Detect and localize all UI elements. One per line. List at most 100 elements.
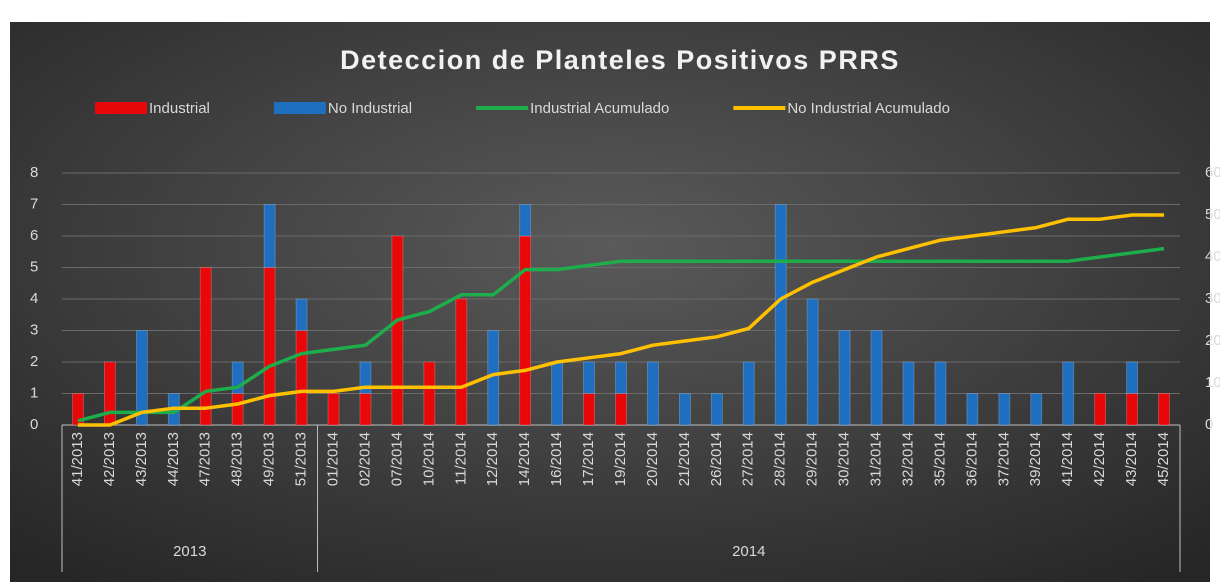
bar — [295, 330, 308, 426]
bar — [104, 361, 116, 426]
x-tick-label: 43/2014 — [1123, 432, 1140, 486]
y-tick-label: 3 — [30, 321, 38, 338]
bar — [135, 330, 148, 426]
x-tick-label: 31/2014 — [868, 432, 885, 486]
x-tick-label: 29/2014 — [804, 432, 821, 486]
y-tick-label: 2 — [30, 353, 38, 370]
y2-tick-label: 0 — [1205, 416, 1213, 433]
bar — [391, 235, 404, 426]
x-tick-label: 19/2014 — [612, 432, 629, 486]
x-tick-label: 14/2014 — [516, 432, 533, 486]
bar — [455, 298, 468, 426]
y-tick-label: 1 — [30, 384, 38, 401]
bar — [327, 393, 340, 426]
bar — [934, 361, 947, 426]
y2-tick-label: 60 — [1205, 164, 1220, 181]
bar — [615, 361, 627, 394]
legend-swatch — [95, 102, 147, 114]
x-tick-label: 48/2013 — [229, 432, 246, 486]
bar — [583, 361, 595, 394]
x-tick-label: 17/2014 — [580, 432, 597, 486]
x-tick-label: 39/2014 — [1027, 432, 1044, 486]
x-tick-label: 26/2014 — [708, 432, 725, 486]
y-tick-label: 6 — [30, 227, 38, 244]
bar — [870, 330, 883, 426]
x-tick-label: 28/2014 — [772, 432, 789, 486]
y-tick-label: 8 — [30, 164, 38, 181]
y-tick-label: 4 — [30, 290, 38, 307]
x-tick-label: 41/2013 — [69, 432, 86, 486]
bar — [678, 393, 691, 426]
legend-label: No Industrial Acumulado — [787, 100, 950, 117]
bar — [806, 298, 819, 426]
y2-tick-label: 10 — [1205, 374, 1220, 391]
x-tick-label: 42/2014 — [1091, 432, 1108, 486]
bar — [263, 267, 276, 426]
group-label: 2014 — [732, 543, 765, 560]
bar — [966, 393, 979, 426]
line-series — [77, 246, 1165, 423]
x-tick-label: 49/2013 — [261, 432, 278, 486]
bar — [231, 361, 244, 394]
x-tick-label: 07/2014 — [388, 432, 405, 486]
bar — [519, 204, 532, 237]
x-tick-label: 35/2014 — [931, 432, 948, 486]
bar — [359, 393, 372, 426]
y-tick-label: 5 — [30, 258, 38, 275]
bar — [710, 393, 723, 426]
bar — [231, 393, 244, 426]
x-tick-label: 20/2014 — [644, 432, 661, 486]
bar — [1094, 393, 1107, 426]
y2-tick-label: 20 — [1205, 332, 1220, 349]
bar — [1126, 393, 1138, 426]
x-tick-label: 43/2013 — [133, 432, 150, 486]
x-tick-label: 10/2014 — [420, 432, 437, 486]
bar — [1126, 361, 1138, 394]
bar — [742, 361, 755, 426]
x-tick-label: 32/2014 — [899, 432, 916, 486]
x-tick-label: 11/2014 — [452, 432, 469, 485]
y-tick-label: 0 — [30, 416, 38, 433]
x-tick-label: 12/2014 — [484, 432, 501, 486]
bar — [838, 330, 851, 426]
x-tick-label: 16/2014 — [548, 432, 565, 486]
y2-tick-label: 40 — [1205, 248, 1220, 265]
bar — [359, 361, 372, 394]
x-tick-label: 21/2014 — [676, 432, 693, 486]
x-tick-label: 47/2013 — [197, 432, 214, 486]
x-tick-label: 42/2013 — [101, 432, 118, 486]
bar — [998, 393, 1011, 426]
bar — [1030, 393, 1043, 426]
x-tick-label: 51/2013 — [293, 432, 310, 486]
legend-label: Industrial Acumulado — [530, 100, 669, 117]
line-series — [77, 213, 1165, 427]
bar — [263, 204, 276, 268]
y2-tick-label: 30 — [1205, 290, 1220, 307]
legend-swatch — [273, 102, 326, 114]
x-tick-label: 41/2014 — [1059, 432, 1076, 486]
legend-label: Industrial — [149, 100, 210, 117]
bar — [774, 204, 787, 426]
bar — [615, 393, 627, 426]
bar — [423, 361, 436, 426]
bar — [902, 361, 915, 426]
bar — [1158, 393, 1170, 426]
x-tick-label: 45/2014 — [1155, 432, 1172, 486]
y-tick-label: 7 — [30, 195, 38, 212]
x-tick-label: 02/2014 — [356, 432, 373, 486]
x-tick-label: 27/2014 — [740, 432, 757, 486]
x-tick-label: 37/2014 — [995, 432, 1012, 486]
bar — [583, 393, 595, 426]
y2-tick-label: 50 — [1205, 206, 1220, 223]
bar — [647, 361, 659, 426]
bar — [295, 298, 308, 331]
bar — [519, 235, 532, 426]
bar — [1062, 361, 1075, 426]
x-tick-label: 01/2014 — [324, 432, 341, 486]
chart-title: Deteccion de Planteles Positivos PRRS — [340, 45, 900, 75]
x-tick-label: 30/2014 — [836, 432, 853, 486]
x-tick-label: 44/2013 — [165, 432, 182, 486]
x-tick-label: 36/2014 — [963, 432, 980, 486]
bar — [199, 267, 212, 426]
